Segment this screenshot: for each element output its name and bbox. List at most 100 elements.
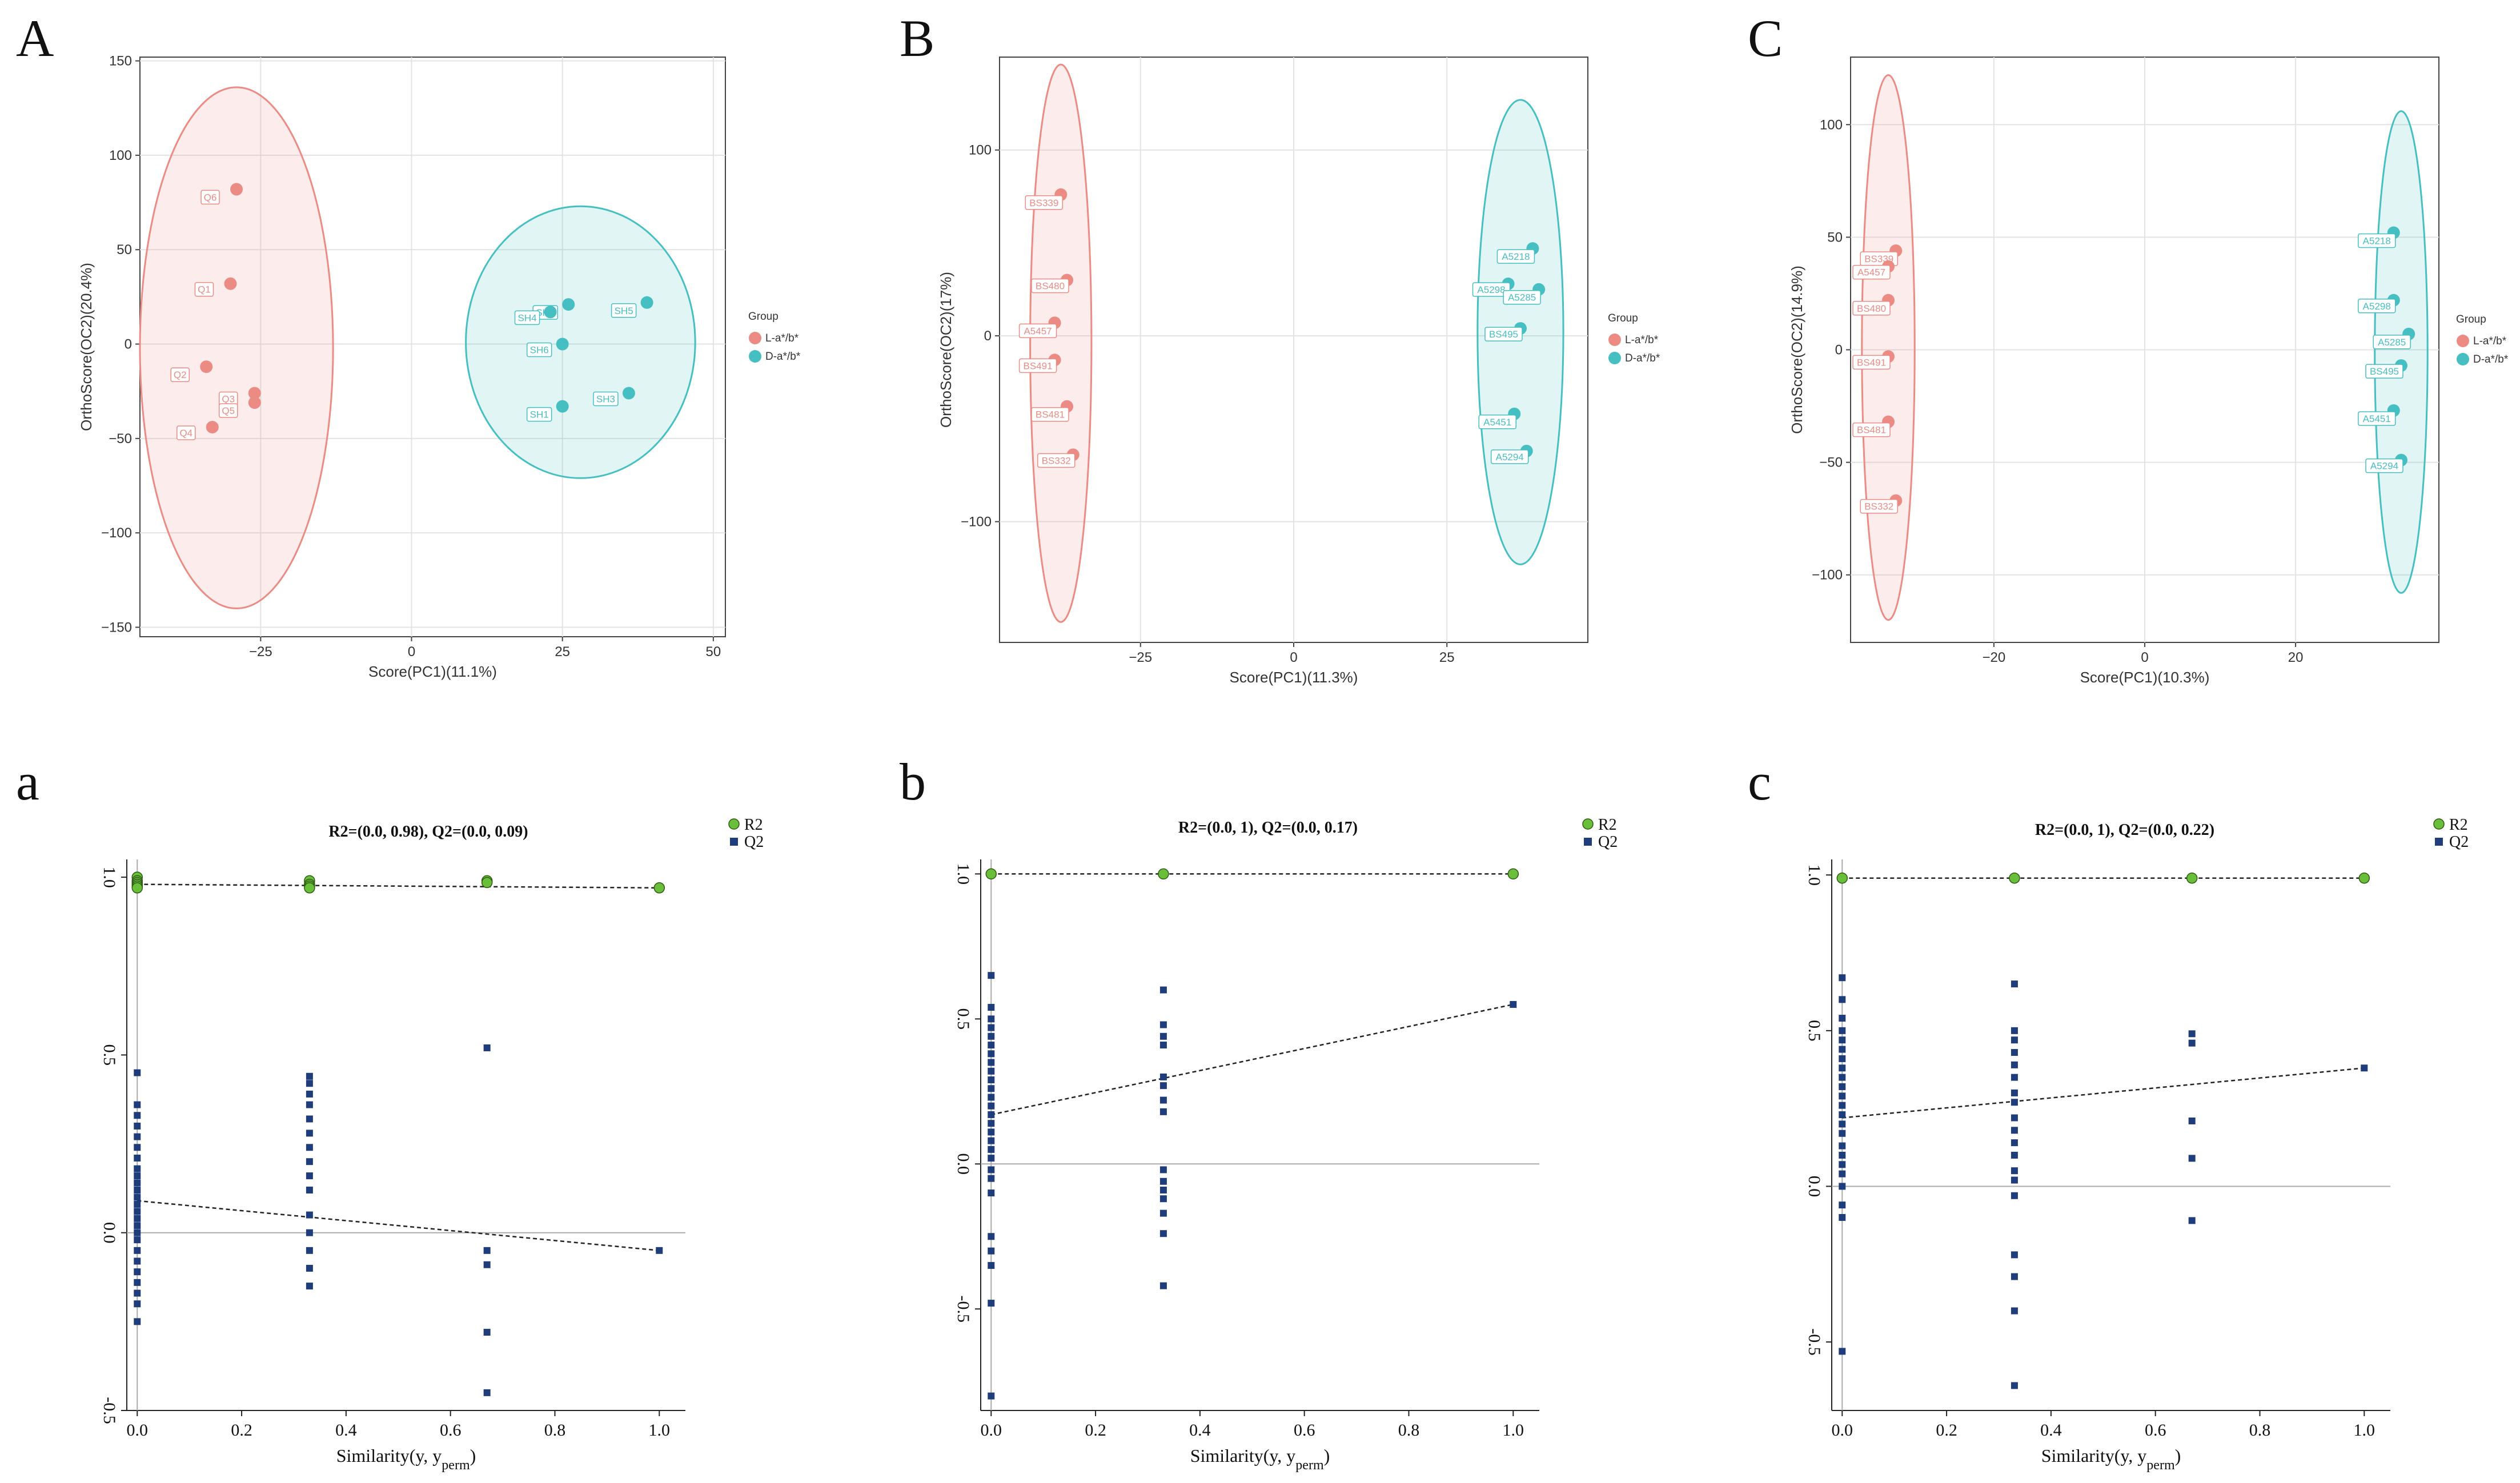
q2-point <box>306 1090 313 1098</box>
x-tick-label: 0.8 <box>1398 1421 1420 1440</box>
q2-point <box>134 1165 141 1172</box>
point-label: A5457 <box>1024 325 1052 336</box>
score-point <box>248 387 261 400</box>
y-tick-label: -0.5 <box>1805 1328 1824 1356</box>
point-label-box <box>2358 233 2396 248</box>
q2-point <box>1159 1073 1167 1080</box>
x-tick-label: 0.6 <box>2145 1421 2166 1440</box>
y-tick-label: 1.0 <box>954 863 973 885</box>
x-tick-label: 20 <box>2288 650 2304 665</box>
q2-point <box>483 1329 491 1336</box>
legend-title: Group <box>1608 312 1638 324</box>
q2-point <box>483 1389 491 1396</box>
legend-q2-label: Q2 <box>2449 833 2469 851</box>
q2-point <box>1839 1102 1846 1109</box>
point-label-box <box>200 190 220 205</box>
x-tick-label: 1.0 <box>2354 1421 2375 1440</box>
permutation-plot-b: 0.0 0.2 0.4 0.6 0.8 1.0 -0.5 0.0 0.5 1.0 R2=(0.0, … <box>954 816 1618 1473</box>
x-tick-label: 0.0 <box>1832 1421 1853 1440</box>
q2-point <box>134 1268 141 1276</box>
legend-marker <box>749 350 761 363</box>
q2-point <box>1839 1092 1846 1100</box>
q2-point <box>1839 1151 1846 1159</box>
q2-point <box>988 1059 995 1066</box>
y-tick-label: −100 <box>101 525 132 541</box>
q2-point <box>134 1172 141 1180</box>
q2-point <box>134 1257 141 1265</box>
x-tick-label: 0.6 <box>1294 1421 1315 1440</box>
q2-point <box>988 1076 995 1083</box>
q2-point <box>2011 1074 2018 1081</box>
q2-point <box>2361 1064 2368 1072</box>
point-label-box <box>1503 290 1541 305</box>
point-label-box <box>526 407 552 422</box>
q2-regression-line <box>137 1200 660 1252</box>
legend-r2-marker <box>728 818 740 830</box>
legend-q2-label: Q2 <box>744 833 764 851</box>
q2-point <box>483 1044 491 1051</box>
q2-point <box>2011 1061 2018 1068</box>
q2-point <box>2011 1127 2018 1134</box>
point-label: BS480 <box>1036 280 1065 291</box>
x-axis-title: Score(PC1)(11.1%) <box>368 663 497 680</box>
q2-point <box>134 1289 141 1297</box>
x-axis-title: Score(PC1)(11.3%) <box>1230 669 1358 686</box>
q2-point <box>1839 974 1846 982</box>
q2-point <box>1839 1142 1846 1150</box>
score-plot-B: −25 0 25 −100 0 100 Score(PC1)(11.3%) OrthoScor… <box>937 57 1660 686</box>
x-axis-title-subscript: perm <box>1295 1458 1324 1473</box>
point-label-box <box>1496 249 1535 264</box>
q2-point <box>988 972 995 979</box>
q2-point <box>988 1155 995 1162</box>
q2-point <box>988 1146 995 1153</box>
q2-point <box>483 1247 491 1254</box>
point-label-box <box>194 282 214 297</box>
y-tick-label: −100 <box>1812 568 1843 583</box>
q2-point <box>1839 1064 1846 1072</box>
point-label: A5298 <box>2363 301 2391 312</box>
point-label-box <box>1018 358 1057 373</box>
point-label: SH6 <box>530 345 549 356</box>
x-axis-title-subscript: perm <box>442 1458 470 1473</box>
x-axis-title: Similarity(y, yperm) <box>1190 1445 1330 1473</box>
q2-point <box>988 1032 995 1040</box>
y-tick-label: 0.5 <box>100 1044 119 1066</box>
q2-point <box>1839 1170 1846 1177</box>
point-label-box <box>219 403 238 418</box>
q2-point <box>1510 1000 1517 1008</box>
x-axis-title-main: Similarity(y, y <box>1190 1445 1296 1466</box>
score-point <box>206 421 219 434</box>
point-label-box <box>514 310 540 325</box>
y-axis-title: OrthoScore(OC2)(17%) <box>937 272 954 428</box>
q2-point <box>1839 1161 1846 1168</box>
point-label-box <box>2365 458 2403 473</box>
q2-point <box>2011 1167 2018 1175</box>
permutation-plot-c: 0.0 0.2 0.4 0.6 0.8 1.0 -0.5 0.0 0.5 1.0 R2=(0.0, … <box>1805 816 2469 1473</box>
q2-point <box>134 1122 141 1130</box>
panel-letter-B: B <box>900 9 934 67</box>
q2-point <box>306 1158 313 1165</box>
q2-point <box>134 1133 141 1140</box>
q2-point <box>306 1229 313 1236</box>
y-tick-label: 0.5 <box>1805 1020 1824 1042</box>
q2-point <box>1159 1187 1167 1193</box>
r2-point <box>1836 872 1848 884</box>
q2-point <box>1839 1348 1846 1355</box>
q2-point <box>1159 1230 1167 1237</box>
q2-point <box>2011 980 2018 988</box>
x-tick-label: 0.2 <box>1936 1421 1957 1440</box>
legend-marker <box>1608 333 1621 346</box>
point-label-box <box>1484 327 1523 341</box>
point-label-box <box>1478 415 1516 429</box>
q2-point <box>1839 1046 1846 1053</box>
q2-point <box>988 1094 995 1101</box>
point-label-box <box>526 342 552 357</box>
y-tick-label: -0.5 <box>954 1295 973 1323</box>
q2-point <box>306 1101 313 1108</box>
x-tick-label: 1.0 <box>1503 1421 1524 1440</box>
plot-title: R2=(0.0, 0.98), Q2=(0.0, 0.09) <box>328 823 528 841</box>
y-axis-title: OrthoScore(OC2)(20.4%) <box>78 263 95 431</box>
y-tick-label: 50 <box>1827 230 1843 245</box>
score-point <box>556 337 569 351</box>
